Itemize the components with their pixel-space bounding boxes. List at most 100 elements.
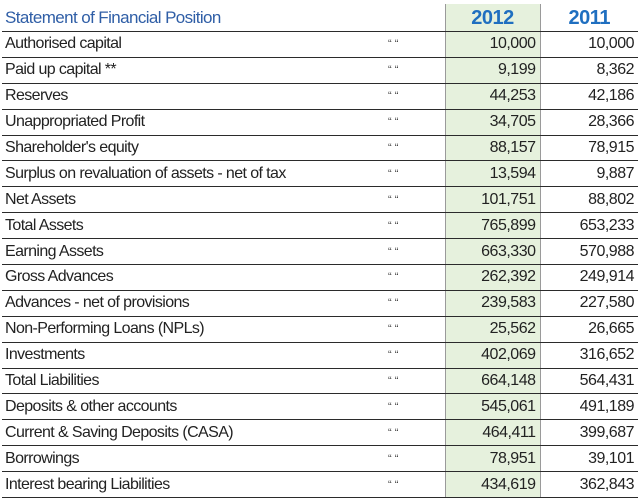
row-value-2012: 663,330 (445, 238, 541, 266)
row-unit-mark: “ “ (384, 445, 446, 473)
unit-mark-text: “ “ (388, 193, 399, 206)
row-label: Shareholder's equity (2, 135, 384, 162)
unit-mark-text: “ “ (388, 400, 399, 413)
header-unit-cell (384, 4, 446, 32)
table-row: Interest bearing Liabilities “ “ 434,619 36… (2, 471, 638, 498)
row-unit-mark: “ “ (384, 135, 446, 162)
row-label: Gross Advances (2, 264, 384, 291)
row-value-2012: 78,951 (445, 445, 541, 473)
table-row: Net Assets “ “ 101,751 88,802 (2, 186, 638, 214)
row-value-2012: 34,705 (445, 109, 541, 136)
row-label: Total Assets (2, 212, 384, 240)
table-row: Borrowings “ “ 78,951 39,101 (2, 445, 638, 473)
table-row: Investments “ “ 402,069 316,652 (2, 342, 638, 369)
table-row: Earning Assets “ “ 663,330 570,988 (2, 238, 638, 266)
row-unit-mark: “ “ (384, 290, 446, 317)
unit-mark-text: “ “ (388, 349, 399, 362)
row-value-2012: 402,069 (445, 342, 541, 369)
row-value-2012: 88,157 (445, 135, 541, 162)
financial-statement-sheet: Statement of Financial Position 2012 201… (2, 4, 638, 498)
row-value-2012: 44,253 (445, 83, 541, 110)
row-label: Surplus on revaluation of assets - net o… (2, 160, 384, 188)
row-value-2011: 42,186 (540, 83, 638, 110)
table-row: Non-Performing Loans (NPLs) “ “ 25,562 26,6… (2, 316, 638, 343)
row-unit-mark: “ “ (384, 31, 446, 58)
row-value-2012: 434,619 (445, 471, 541, 498)
row-unit-mark: “ “ (384, 83, 446, 110)
row-value-2011: 362,843 (540, 471, 638, 498)
row-value-2011: 316,652 (540, 342, 638, 369)
row-unit-mark: “ “ (384, 212, 446, 240)
row-value-2011: 9,887 (540, 160, 638, 188)
unit-mark-text: “ “ (388, 38, 399, 51)
row-value-2012: 239,583 (445, 290, 541, 317)
row-unit-mark: “ “ (384, 186, 446, 214)
unit-mark-text: “ “ (388, 245, 399, 258)
table-row: Shareholder's equity “ “ 88,157 78,915 (2, 135, 638, 162)
table-row: Unappropriated Profit “ “ 34,705 28,366 (2, 109, 638, 136)
row-label: Current & Saving Deposits (CASA) (2, 419, 384, 447)
table-row: Deposits & other accounts “ “ 545,061 491,1… (2, 393, 638, 421)
unit-mark-text: “ “ (388, 375, 399, 388)
table-row: Total Liabilities “ “ 664,148 564,431 (2, 368, 638, 395)
table-row: Total Assets “ “ 765,899 653,233 (2, 212, 638, 240)
row-unit-mark: “ “ (384, 471, 446, 498)
table-row: Reserves “ “ 44,253 42,186 (2, 83, 638, 110)
unit-mark-text: “ “ (388, 297, 399, 310)
unit-mark-text: “ “ (388, 271, 399, 284)
row-unit-mark: “ “ (384, 393, 446, 421)
unit-mark-text: “ “ (388, 167, 399, 180)
table-row: Paid up capital ** “ “ 9,199 8,362 (2, 57, 638, 84)
column-header-2011: 2011 (540, 4, 638, 32)
row-label: Total Liabilities (2, 368, 384, 395)
row-unit-mark: “ “ (384, 264, 446, 291)
table-body: Statement of Financial Position 2012 201… (2, 4, 638, 498)
row-value-2011: 8,362 (540, 57, 638, 84)
unit-mark-text: “ “ (388, 219, 399, 232)
table-header-row: Statement of Financial Position 2012 201… (2, 4, 638, 32)
row-label: Net Assets (2, 186, 384, 214)
row-value-2011: 227,580 (540, 290, 638, 317)
row-unit-mark: “ “ (384, 316, 446, 343)
financial-position-table: Statement of Financial Position 2012 201… (2, 4, 638, 498)
row-value-2011: 570,988 (540, 238, 638, 266)
row-value-2012: 664,148 (445, 368, 541, 395)
unit-mark-text: “ “ (388, 323, 399, 336)
row-label: Non-Performing Loans (NPLs) (2, 316, 384, 343)
row-unit-mark: “ “ (384, 57, 446, 84)
row-value-2012: 9,199 (445, 57, 541, 84)
row-value-2012: 25,562 (445, 316, 541, 343)
row-label: Borrowings (2, 445, 384, 473)
row-value-2011: 491,189 (540, 393, 638, 421)
row-value-2011: 39,101 (540, 445, 638, 473)
row-value-2012: 13,594 (445, 160, 541, 188)
row-value-2012: 10,000 (445, 31, 541, 58)
unit-mark-text: “ “ (388, 142, 399, 154)
row-value-2011: 88,802 (540, 186, 638, 214)
table-row: Authorised capital “ “ 10,000 10,000 (2, 31, 638, 58)
row-label: Investments (2, 342, 384, 369)
row-value-2011: 10,000 (540, 31, 638, 58)
unit-mark-text: “ “ (388, 90, 399, 103)
row-label: Reserves (2, 83, 384, 110)
row-label: Advances - net of provisions (2, 290, 384, 317)
table-row: Advances - net of provisions “ “ 239,583 22… (2, 290, 638, 317)
row-value-2011: 249,914 (540, 264, 638, 291)
row-value-2012: 545,061 (445, 393, 541, 421)
unit-mark-text: “ “ (388, 116, 399, 129)
row-label: Interest bearing Liabilities (2, 471, 384, 498)
row-value-2011: 564,431 (540, 368, 638, 395)
unit-mark-text: “ “ (388, 426, 399, 439)
row-label: Deposits & other accounts (2, 393, 384, 421)
row-label: Paid up capital ** (2, 57, 384, 84)
row-unit-mark: “ “ (384, 419, 446, 447)
row-unit-mark: “ “ (384, 109, 446, 136)
row-value-2012: 464,411 (445, 419, 541, 447)
row-value-2011: 78,915 (540, 135, 638, 162)
row-label: Authorised capital (2, 31, 384, 58)
row-unit-mark: “ “ (384, 238, 446, 266)
table-row: Current & Saving Deposits (CASA) “ “ 464,4… (2, 419, 638, 447)
row-label: Earning Assets (2, 238, 384, 266)
table-title: Statement of Financial Position (2, 4, 384, 32)
row-unit-mark: “ “ (384, 368, 446, 395)
